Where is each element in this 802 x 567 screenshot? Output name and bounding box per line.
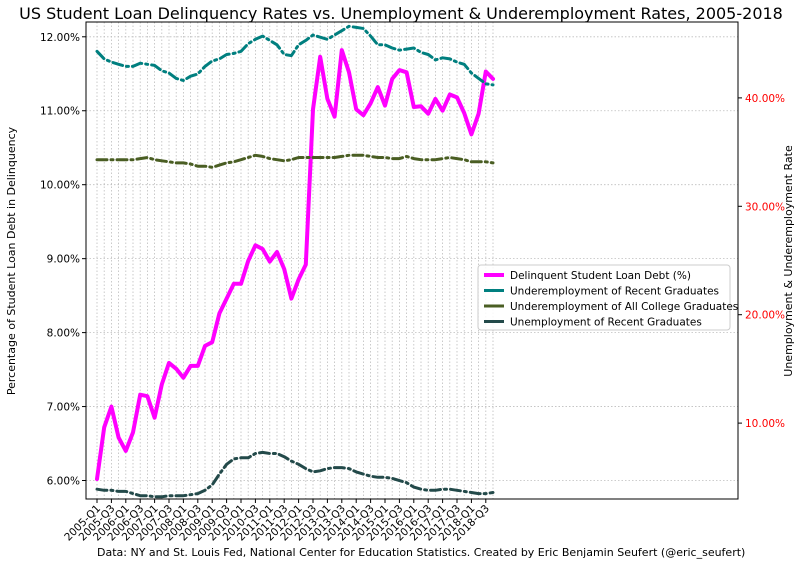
y-tick-label: 6.00% — [47, 476, 80, 488]
legend-label: Underemployment of Recent Graduates — [510, 286, 719, 298]
grid-layer — [86, 22, 738, 499]
left-axis: 6.00% 7.00% 8.00% 9.00% 10.00% 11.00% 12.00% — [40, 32, 86, 488]
x-axis: 2005-Q12005-Q32006-Q12006-Q32007-Q12007-… — [62, 499, 492, 544]
series-line — [95, 153, 495, 169]
footer-note: Data: NY and St. Louis Fed, National Cen… — [97, 546, 746, 559]
legend-label: Delinquent Student Loan Debt (%) — [510, 270, 691, 282]
series-line — [95, 48, 495, 481]
y-tick-label: 12.00% — [40, 32, 80, 44]
plot-frame — [85, 21, 739, 500]
chart-title: US Student Loan Delinquency Rates vs. Un… — [19, 4, 783, 23]
y-axis-label: Percentage of Student Loan Debt in Delin… — [5, 126, 18, 395]
right-axis: 10.00% 20.00% 30.00% 40.00% — [738, 93, 785, 430]
y-tick-label: 10.00% — [40, 180, 80, 192]
legend-label: Unemployment of Recent Graduates — [510, 317, 702, 329]
y2-tick-label: 40.00% — [745, 93, 785, 105]
y-tick-label: 7.00% — [47, 402, 80, 414]
y2-axis-label: Unemployment & Underemployment Rate — [782, 145, 795, 377]
y-tick-label: 9.00% — [47, 254, 80, 266]
y2-tick-label: 10.00% — [745, 418, 785, 430]
legend-label: Underemployment of All College Graduates — [510, 301, 738, 313]
y-tick-label: 11.00% — [40, 106, 80, 118]
series-line — [95, 450, 495, 499]
series-layer — [95, 24, 495, 499]
y2-tick-label: 30.00% — [745, 201, 785, 213]
y-tick-label: 8.00% — [47, 328, 80, 340]
legend: Delinquent Student Loan Debt (%) Underemp… — [477, 264, 738, 331]
series-line — [95, 24, 495, 87]
legend-box — [477, 264, 731, 331]
y2-tick-label: 20.00% — [745, 310, 785, 322]
